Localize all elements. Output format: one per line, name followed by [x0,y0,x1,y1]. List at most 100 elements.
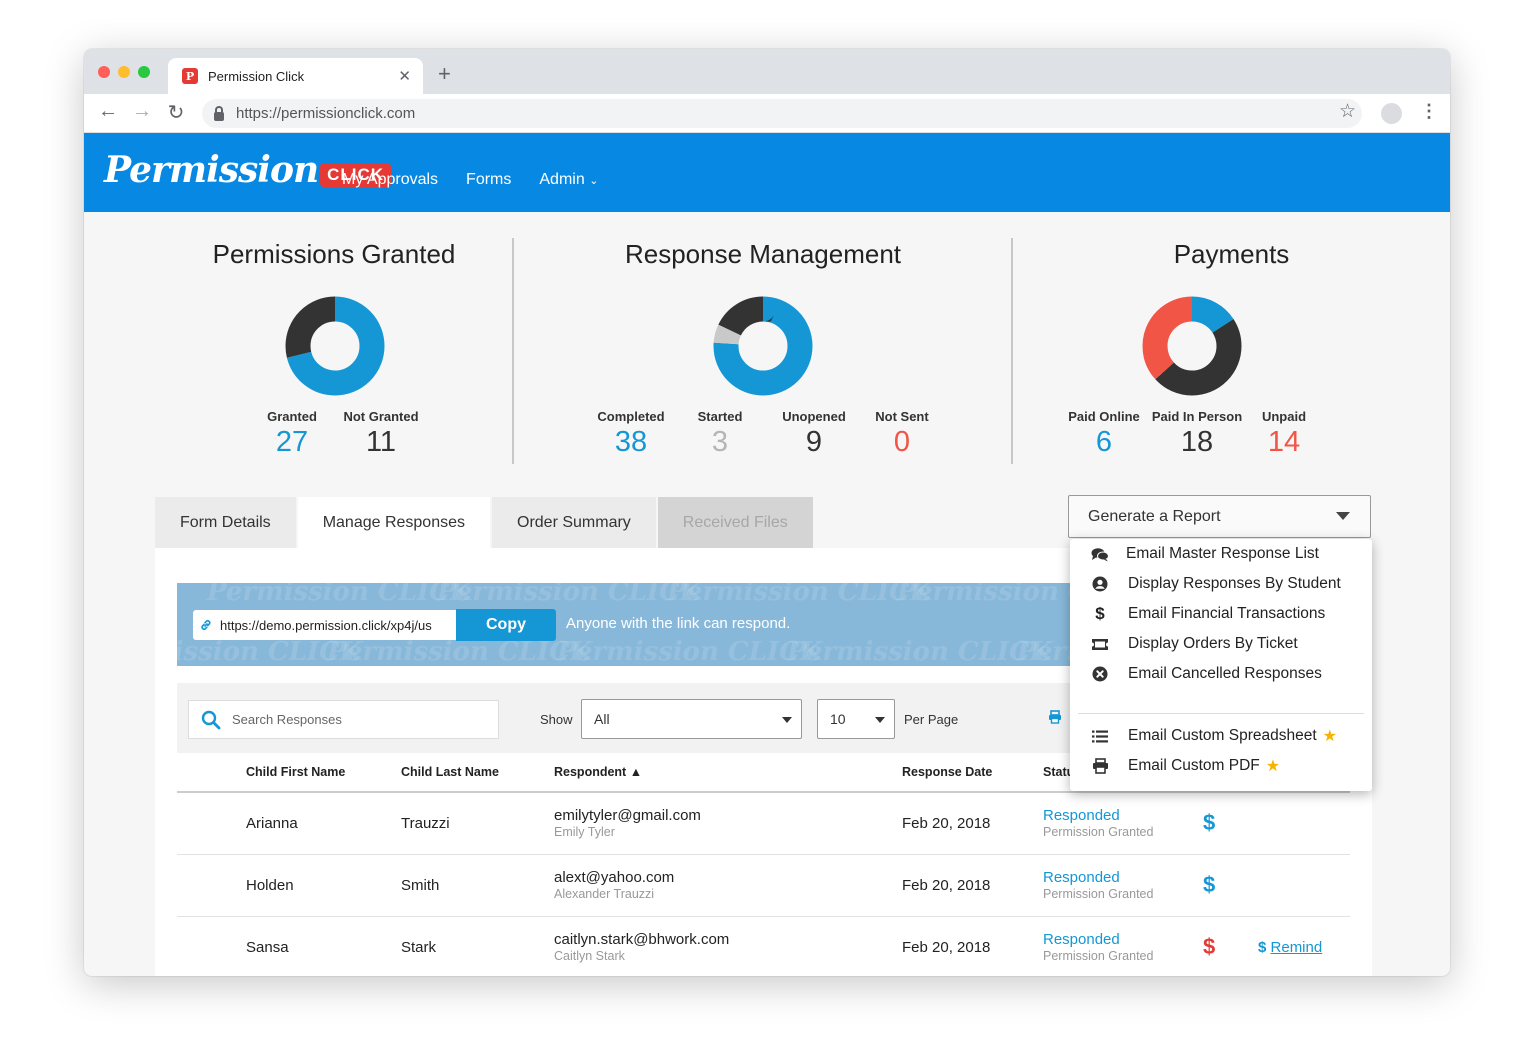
generate-report-label: Generate a Report [1088,507,1221,525]
menu-item-label: Email Financial Transactions [1128,605,1326,622]
column-response-date[interactable]: Response Date [902,753,1043,793]
tab-received-files[interactable]: Received Files [657,497,813,548]
generate-report-select[interactable]: Generate a Report [1068,495,1371,538]
back-arrow-icon[interactable]: ← [98,100,118,122]
browser-tab-title: Permission Click [208,68,305,84]
cell-payment: $ [1203,792,1258,855]
metric-value: 11 [365,426,397,458]
url-field[interactable]: https://permissionclick.com [202,99,1362,128]
menu-item-label: Email Cancelled Responses [1128,665,1322,682]
close-tab-icon[interactable]: ✕ [398,68,411,85]
reload-icon[interactable]: ↻ [167,102,185,124]
cell-last-name: Stark [401,916,554,976]
url-text: https://permissionclick.com [236,105,416,122]
lock-icon [214,105,224,121]
cell-respondent: emilytyler@gmail.com Emily Tyler [554,792,902,855]
watermark-logo: Permission CLICK [327,637,593,666]
tab-manage-responses[interactable]: Manage Responses [297,497,490,548]
cell-first-name: Holden [246,854,401,917]
browser-tab[interactable]: P Permission Click ✕ [168,58,423,94]
close-window-button[interactable] [98,66,110,78]
status-text[interactable]: Responded [1043,807,1120,825]
nav-my-approvals[interactable]: My Approvals [342,171,439,188]
profile-avatar[interactable] [1381,103,1402,124]
show-filter-value: All [594,711,610,727]
metric-label: Not Sent [875,409,929,424]
column-respondent[interactable]: Respondent ▲ [554,753,902,793]
table-row[interactable]: Arianna Trauzzi emilytyler@gmail.com Emil… [177,792,1350,855]
watermark-logo: Permission CLICK [667,583,933,607]
browser-menu-icon[interactable]: ⋮ [1420,101,1438,121]
maximize-window-button[interactable] [138,66,150,78]
menu-item-email-financial-transactions[interactable]: $ Email Financial Transactions [1070,599,1372,629]
cell-payment: $ [1203,854,1258,917]
show-filter-select[interactable]: All [581,699,802,739]
ticket-icon [1088,638,1112,651]
logo-script-text: Permission [104,149,319,191]
cell-actions [1258,792,1350,855]
share-link-text: https://demo.permission.click/xp4j/us [220,617,432,633]
status-text[interactable]: Responded [1043,931,1120,948]
column-child-last-name[interactable]: Child Last Name [401,753,554,793]
nav-admin-label: Admin [539,171,585,188]
favicon-icon: P [182,68,198,84]
share-link-field[interactable]: https://demo.permission.click/xp4j/us [193,610,457,640]
metric-label: Started [697,409,743,424]
search-input[interactable]: Search Responses [188,700,499,739]
printer-icon[interactable] [1048,710,1062,724]
menu-item-display-responses-by-student[interactable]: Display Responses By Student [1070,569,1372,599]
menu-item-label: Email Custom Spreadsheet [1128,727,1317,744]
metric-value: 27 [275,426,309,458]
donut-slice-not-granted [285,296,385,396]
metric-paid-online: Paid Online 6 [1064,409,1144,459]
metric-unopened: Unopened 9 [769,409,859,459]
nav-forms[interactable]: Forms [466,171,512,188]
metric-value: 9 [805,426,823,458]
dollar-icon[interactable]: $ [1203,872,1216,897]
minimize-window-button[interactable] [118,66,130,78]
copy-button[interactable]: Copy [456,609,556,641]
menu-item-email-custom-pdf[interactable]: Email Custom PDF ★ [1070,751,1372,781]
watermark-logo: Permission CLICK [207,583,473,607]
new-tab-icon[interactable]: + [438,61,451,86]
status-text[interactable]: Responded [1043,869,1120,886]
status-detail: Permission Granted [1043,825,1154,840]
menu-item-email-cancelled-responses[interactable]: Email Cancelled Responses [1070,659,1372,689]
table-row[interactable]: Holden Smith alext@yahoo.com Alexander Tr… [177,854,1350,917]
row-select-cell [177,916,246,976]
row-select-cell [177,792,246,855]
forward-arrow-icon[interactable]: → [132,100,152,122]
respondent-name: Alexander Trauzzi [554,887,655,901]
app-header: Permission CLICK My Approvals Forms Admi… [84,133,1450,212]
dollar-icon[interactable]: $ [1203,810,1216,836]
metric-label: Paid In Person [1151,409,1243,424]
tab-order-summary[interactable]: Order Summary [492,497,656,548]
remind-link[interactable]: $ Remind [1258,939,1322,956]
chevron-down-icon: ⌄ [589,175,599,187]
manage-responses-panel: Permission CLICK Permission CLICK Permis… [155,548,1372,976]
permission-click-logo[interactable]: Permission CLICK [104,149,392,191]
bookmark-star-icon[interactable]: ☆ [1339,101,1357,122]
column-child-first-name[interactable]: Child First Name [246,753,401,793]
cell-respondent: alext@yahoo.com Alexander Trauzzi [554,854,902,917]
cell-status: Responded Permission Granted [1043,854,1203,917]
share-link-banner: Permission CLICK Permission CLICK Permis… [177,583,1217,666]
watermark-logo: Permission CLICK [557,637,823,666]
dollar-icon[interactable]: $ [1203,934,1216,959]
nav-admin[interactable]: Admin ⌄ [539,171,598,189]
table-row[interactable]: Sansa Stark caitlyn.stark@bhwork.com Cait… [177,916,1350,976]
metric-label: Granted [267,409,317,424]
browser-tab-strip: P Permission Click ✕ + [84,49,1450,94]
remind-label: Remind [1270,938,1323,956]
menu-item-display-orders-by-ticket[interactable]: Display Orders By Ticket [1070,629,1372,659]
status-detail: Permission Granted [1043,887,1154,901]
search-placeholder: Search Responses [232,712,342,727]
status-detail: Permission Granted [1043,949,1154,963]
menu-item-email-custom-spreadsheet[interactable]: Email Custom Spreadsheet ★ [1070,721,1372,751]
show-label: Show [540,712,573,727]
per-page-select[interactable]: 10 [817,699,895,739]
menu-item-email-master-response-list[interactable]: Email Master Response List [1070,539,1372,569]
tab-form-details[interactable]: Form Details [155,497,296,548]
cell-response-date: Feb 20, 2018 [902,854,1043,917]
share-note: Anyone with the link can respond. [566,615,791,632]
